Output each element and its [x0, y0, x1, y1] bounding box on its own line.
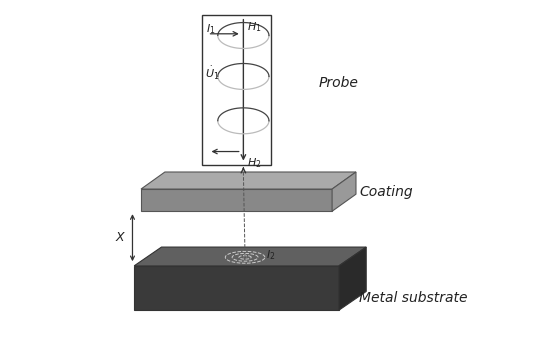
Polygon shape — [141, 189, 332, 211]
Text: $H_1$: $H_1$ — [247, 20, 261, 34]
Text: Metal substrate: Metal substrate — [360, 291, 468, 305]
Polygon shape — [141, 172, 356, 189]
Polygon shape — [134, 266, 339, 310]
Text: X: X — [115, 231, 124, 244]
Text: Coating: Coating — [360, 185, 413, 200]
Text: $\dot{U}_1$: $\dot{U}_1$ — [205, 64, 220, 82]
Polygon shape — [134, 247, 366, 266]
Text: Probe: Probe — [319, 76, 359, 90]
Text: $H_2$: $H_2$ — [248, 157, 262, 170]
Bar — [203, 15, 271, 165]
Polygon shape — [339, 247, 366, 310]
Text: $I_2$: $I_2$ — [265, 249, 275, 262]
Text: $I_1$: $I_1$ — [206, 22, 215, 35]
Polygon shape — [332, 172, 356, 211]
